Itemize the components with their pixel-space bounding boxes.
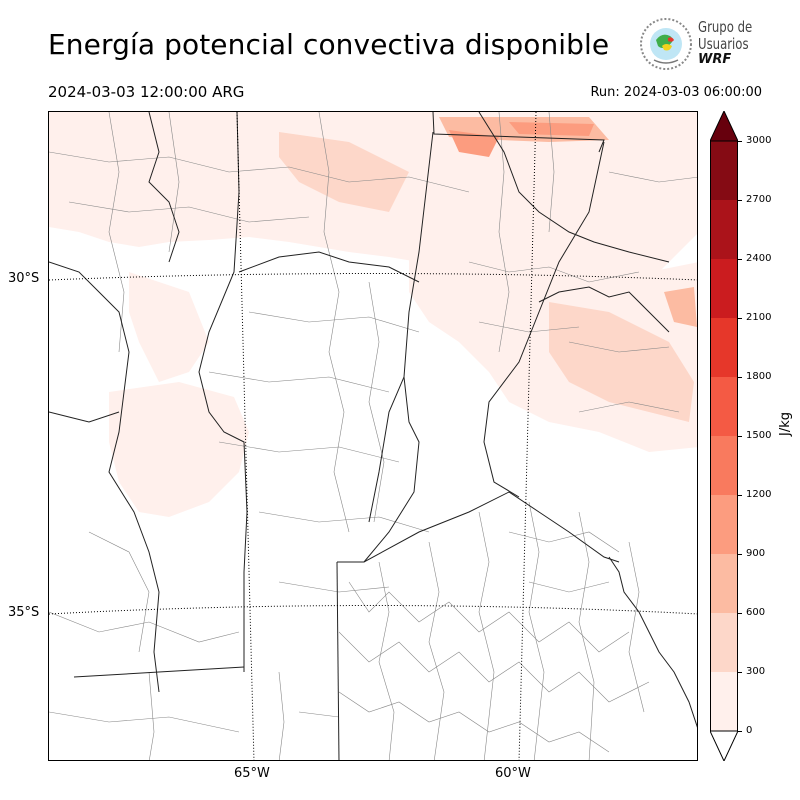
colorbar-tick-label: 0 [746, 725, 753, 736]
partido-boundaries [338, 501, 650, 760]
wrf-logo: Grupo de Usuarios WRF [638, 16, 768, 72]
cape-area-ne-mid [549, 302, 694, 422]
run-time-label: Run: 2024-03-03 06:00:00 [590, 85, 762, 100]
cape-area-top-core [449, 130, 499, 157]
coastline [608, 556, 697, 728]
colorbar-segment [710, 318, 738, 377]
boundary-lapampa-north [73, 666, 245, 678]
colorbar-extend-min [710, 730, 738, 761]
colorbar-tick-label: 2400 [746, 253, 772, 264]
colorbar-tick-mark [738, 613, 742, 614]
boundary-nw [148, 112, 180, 263]
latitude-line-35s [49, 605, 697, 615]
cape-area-north-mid [279, 132, 409, 212]
department-boundaries [49, 112, 697, 760]
colorbar-tick-mark [738, 436, 742, 437]
colorbar-tick-label: 3000 [746, 135, 772, 146]
lat-label-35s: 35°S [8, 605, 40, 620]
globe-icon [640, 18, 692, 70]
boundary-santa-fe-west [363, 131, 434, 563]
cape-area-west [109, 382, 249, 517]
colorbar-tick-mark [738, 731, 742, 732]
cape-area-top-right [509, 122, 594, 136]
colorbar-segment [710, 554, 738, 613]
colorbar-tick-label: 2100 [746, 312, 772, 323]
cape-area-nw [129, 272, 209, 382]
map-canvas [49, 112, 697, 760]
colorbar-segment [710, 436, 738, 495]
latitude-line-30s [49, 273, 697, 281]
colorbar-tick-mark [738, 259, 742, 260]
logo-text-line1: Grupo de [698, 18, 753, 36]
colorbar-extend-max [710, 111, 738, 142]
longitude-line-65w [236, 112, 255, 760]
colorbar [710, 111, 738, 761]
cape-shading [49, 112, 697, 517]
colorbar-segment [710, 377, 738, 436]
colorbar-segment [710, 200, 738, 259]
colorbar-tick-label: 300 [746, 666, 766, 677]
colorbar-tick-label: 1800 [746, 371, 772, 382]
boundary-river-west [49, 261, 160, 693]
valid-time-label: 2024-03-03 12:00:00 ARG [48, 83, 245, 101]
lon-label-60w: 60°W [495, 766, 531, 781]
cape-map [48, 111, 698, 761]
cape-area-east-edge [664, 287, 697, 327]
colorbar-tick-label: 1500 [746, 430, 772, 441]
colorbar-tick-label: 2700 [746, 194, 772, 205]
boundary-santa-fe-east [483, 141, 605, 498]
colorbar-tick-mark [738, 318, 742, 319]
colorbar-outline [710, 140, 738, 732]
boundary-north-east [432, 112, 605, 153]
colorbar-segment [710, 259, 738, 318]
boundary-corrientes [478, 112, 670, 263]
logo-text-line2: Usuarios [698, 35, 749, 53]
boundary-entrerios [538, 286, 670, 333]
lon-label-65w: 65°W [234, 766, 270, 781]
boundary-river-sanluis [49, 411, 120, 423]
map-title: Energía potencial convectiva disponible [48, 28, 610, 61]
colorbar-tick-mark [738, 554, 742, 555]
colorbar-tick-mark [738, 141, 742, 142]
colorbar-tick-label: 1200 [746, 489, 772, 500]
longitude-line-60w [518, 112, 537, 760]
colorbar-unit-label: J/kg [778, 412, 793, 436]
boundary-cordoba-sf [368, 376, 405, 523]
colorbar-tick-mark [738, 200, 742, 201]
colorbar-tick-label: 600 [746, 607, 766, 618]
boundary-cordoba-west [198, 112, 248, 672]
province-boundaries [49, 112, 670, 760]
boundary-cordoba-north [238, 251, 420, 283]
colorbar-tick-label: 900 [746, 548, 766, 559]
colorbar-segment [710, 672, 738, 731]
logo-text-line3: WRF [698, 52, 732, 67]
lat-label-30s: 30°S [8, 271, 40, 286]
colorbar-segment [710, 495, 738, 554]
colorbar-tick-mark [738, 377, 742, 378]
colorbar-tick-mark [738, 495, 742, 496]
colorbar-segment [710, 141, 738, 200]
graticule [49, 112, 697, 760]
colorbar-segment [710, 613, 738, 672]
colorbar-tick-mark [738, 672, 742, 673]
boundary-bsas-north [336, 561, 340, 760]
boundary-bsas-top [337, 491, 620, 563]
